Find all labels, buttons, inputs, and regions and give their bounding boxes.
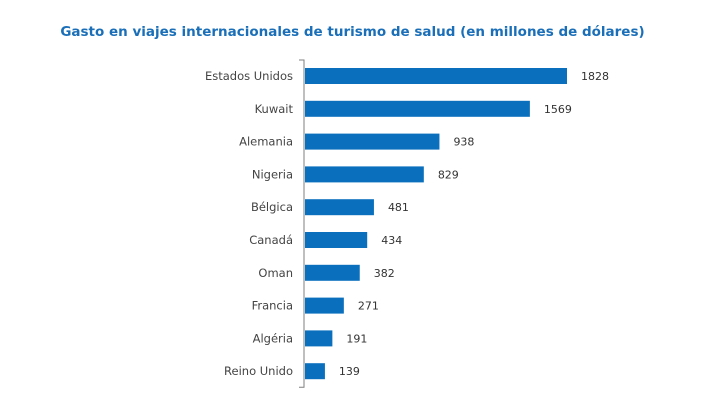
category-label: Reino Unido	[224, 364, 293, 378]
category-label: Estados Unidos	[205, 69, 293, 83]
value-label: 1569	[544, 103, 572, 116]
y-axis-line	[299, 59, 305, 388]
value-label: 829	[438, 168, 459, 181]
category-label: Algéria	[253, 331, 293, 345]
value-label: 1828	[581, 70, 609, 83]
chart-title: Gasto en viajes internacionales de turis…	[60, 24, 645, 40]
bar-4	[305, 199, 374, 216]
bar-2	[305, 133, 440, 150]
bar-9	[305, 363, 325, 380]
category-label: Oman	[258, 266, 293, 280]
value-label: 191	[346, 332, 367, 345]
bar-1	[305, 100, 530, 117]
value-label: 139	[339, 365, 360, 378]
value-label: 938	[453, 136, 474, 149]
bar-5	[305, 232, 368, 248]
value-label: 481	[388, 201, 409, 214]
value-label: 271	[358, 300, 379, 313]
value-label: 382	[374, 267, 395, 280]
category-label: Bélgica	[251, 200, 293, 214]
category-label: Canadá	[249, 233, 293, 247]
bar-6	[305, 264, 360, 281]
bar-7	[305, 297, 344, 314]
category-label: Kuwait	[255, 102, 294, 116]
bar-3	[305, 166, 424, 183]
category-label: Alemania	[239, 135, 293, 149]
bar-0	[305, 68, 567, 84]
value-label: 434	[381, 234, 402, 247]
bar-8	[305, 330, 333, 347]
category-label: Francia	[252, 299, 293, 313]
category-label: Nigeria	[252, 167, 293, 181]
